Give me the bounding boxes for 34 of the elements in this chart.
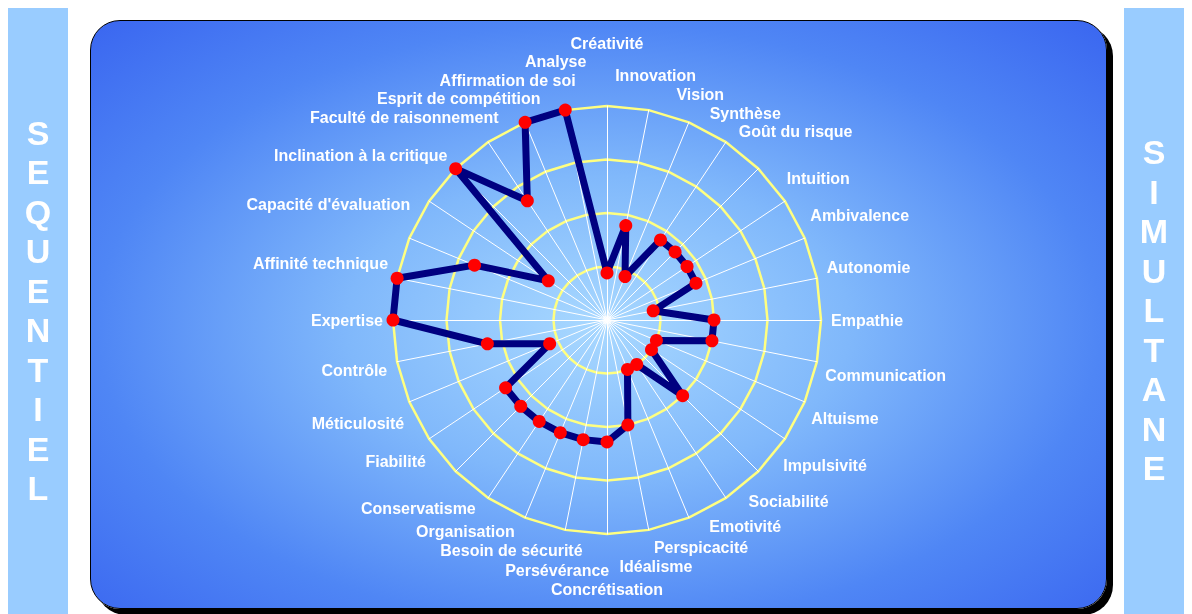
text: SIMULTANE: [1139, 133, 1169, 488]
spoke-label: Vision: [676, 86, 725, 104]
spoke-label: Affinité technique: [252, 254, 389, 272]
spoke-label: Innovation: [615, 67, 697, 85]
spoke-label: Empathie: [831, 311, 904, 329]
spoke-label: Perspicacité: [653, 538, 749, 556]
spoke-label: Intuition: [786, 170, 850, 188]
spoke-label: Affirmation de soi: [439, 71, 576, 89]
spoke-label: Persévérance: [505, 561, 610, 579]
spoke-label: Sociabilité: [748, 493, 829, 511]
spoke-label: Faculté de raisonnement: [310, 108, 500, 126]
spoke-label: Analyse: [524, 53, 587, 71]
spoke-label: Esprit de compétition: [376, 89, 541, 107]
text: SEQUENTIEL: [24, 113, 52, 507]
spoke-label: Méticulosité: [311, 414, 405, 432]
spoke-label: Ambivalence: [810, 206, 910, 224]
spoke-label: Capacité d'évaluation: [246, 196, 411, 214]
spoke-label: Goût du risque: [738, 122, 853, 140]
spoke-label: Organisation: [416, 523, 515, 541]
spoke-label: Fiabilité: [365, 452, 426, 470]
spoke-label: Autonomie: [826, 259, 911, 277]
spoke-label: Conservatisme: [361, 500, 476, 518]
spoke-label: Contrôle: [321, 361, 388, 379]
spoke-label: Concrétisation: [550, 580, 664, 598]
spoke-label: Impulsivité: [783, 457, 867, 475]
spoke-label: Inclination à la critique: [274, 146, 448, 164]
spoke-label: Créativité: [570, 34, 644, 52]
spoke-label: Emotivité: [709, 518, 782, 536]
spoke-label: Communication: [825, 366, 947, 384]
spoke-label: Idéalisme: [619, 557, 693, 575]
spoke-label: Altuisme: [811, 410, 879, 428]
spoke-label: Expertise: [310, 311, 384, 329]
spoke-label: Besoin de sécurité: [440, 542, 583, 560]
spoke-label: Synthèse: [709, 104, 781, 122]
